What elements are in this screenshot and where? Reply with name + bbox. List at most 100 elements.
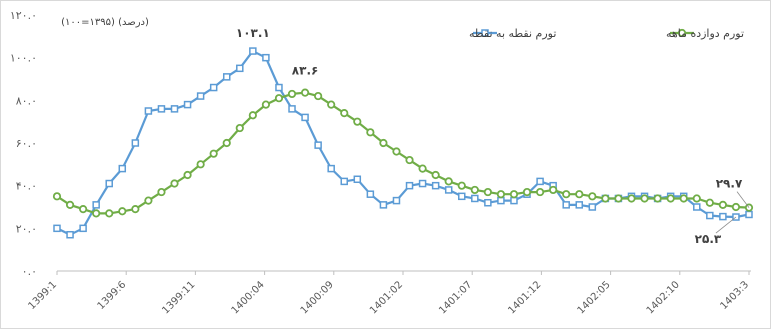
data-point (66, 230, 74, 239)
data-point (418, 179, 427, 188)
x-tick-label: 1402:05 (576, 279, 613, 316)
legend-label: تورم نقطه به نقطه (469, 27, 556, 40)
data-point (392, 147, 401, 156)
legend-item-1: تورم نقطه به نقطه (469, 27, 556, 40)
data-point (314, 91, 323, 101)
data-point (340, 177, 348, 186)
annotation-leader (715, 216, 737, 234)
data-point (575, 201, 584, 209)
data-point (118, 164, 127, 173)
data-point (196, 160, 205, 169)
data-point (79, 224, 87, 233)
data-point (366, 190, 375, 198)
data-point (300, 88, 310, 97)
x-tick-label: 1399:1 (26, 279, 59, 312)
data-point (392, 196, 401, 205)
data-point (340, 109, 349, 118)
data-point (261, 100, 271, 109)
data-point (653, 194, 662, 203)
data-point (79, 205, 88, 214)
data-point (562, 190, 571, 199)
data-point (510, 196, 518, 205)
legend-item-2: تورم دوازده ماهه (666, 27, 744, 40)
data-point (235, 123, 244, 133)
data-point (731, 202, 741, 212)
data-point (287, 89, 297, 99)
x-tick-label: 1402:10 (645, 279, 682, 316)
series-layer (52, 47, 754, 239)
data-point (288, 105, 296, 113)
data-point (353, 175, 362, 184)
data-point (249, 47, 257, 55)
series-1 (53, 47, 753, 239)
data-point (575, 190, 584, 199)
data-point (679, 194, 688, 203)
y-tick-label: ۲۰.۰ (16, 222, 37, 235)
annotation-leader (736, 191, 750, 208)
data-point (627, 194, 636, 203)
data-point (262, 53, 270, 62)
data-point (274, 94, 284, 103)
annotation-layer: ۱۰۳.۱ ۸۳.۶ ۲۹.۷ ۲۵.۳ (236, 26, 750, 246)
data-point (588, 203, 597, 211)
data-label: ۲۹.۷ (716, 177, 743, 191)
data-point (562, 201, 570, 209)
data-point (222, 138, 231, 148)
x-tick-label: 1401:07 (437, 279, 474, 316)
data-point (209, 83, 218, 92)
data-point (131, 139, 140, 147)
data-label: ۲۵.۳ (695, 232, 722, 246)
series-line (56, 49, 750, 236)
data-point (706, 211, 714, 220)
axes: ۰.۰ ۲۰.۰ ۴۰.۰ ۶۰.۰ ۸۰.۰ ۱۰۰.۰ ۱۲۰.۰ 1399:1 1399:… (10, 9, 751, 316)
data-point (327, 164, 335, 173)
data-point (458, 192, 466, 201)
legend-label: تورم دوازده ماهه (666, 27, 744, 40)
data-point (196, 92, 205, 100)
data-point (248, 111, 257, 120)
data-point (131, 205, 140, 214)
legend-marker (677, 28, 687, 38)
x-tick-label: 1401:12 (506, 279, 543, 316)
data-point (718, 200, 727, 209)
data-point (275, 83, 283, 92)
data-point (640, 194, 649, 203)
data-point (484, 198, 492, 207)
data-point (522, 187, 532, 197)
x-tick-label: 1399:11 (160, 279, 197, 316)
data-point (601, 194, 610, 203)
data-point (431, 170, 440, 180)
data-point (444, 186, 453, 194)
data-point (170, 105, 179, 113)
y-tick-label: ۱۲۰.۰ (10, 9, 37, 22)
data-label: ۸۳.۶ (292, 64, 319, 78)
data-point (170, 179, 179, 188)
data-point (379, 201, 388, 209)
data-point (118, 207, 127, 216)
data-point (496, 190, 506, 199)
legend-marker (481, 29, 489, 37)
data-point (157, 105, 166, 113)
data-point (745, 210, 753, 219)
data-point (53, 224, 61, 233)
data-point (366, 128, 375, 137)
legend: تورم نقطه به نقطه تورم دوازده ماهه (469, 27, 744, 40)
data-point (471, 194, 479, 203)
chart-header-note: (درصد) (۱۳۹۵=۱۰۰) (61, 17, 149, 28)
data-point (444, 177, 453, 186)
data-point (144, 196, 153, 205)
data-point (535, 187, 545, 197)
data-point (105, 179, 113, 188)
data-point (431, 181, 440, 190)
data-point (666, 194, 675, 203)
data-label: ۱۰۳.۱ (236, 26, 270, 40)
data-point (549, 185, 558, 195)
data-point (314, 141, 322, 149)
data-point (470, 185, 479, 195)
data-point (92, 201, 100, 209)
y-tick-label: ۶۰.۰ (16, 137, 37, 150)
data-point (509, 190, 519, 199)
x-tick-label: 1399:6 (96, 279, 129, 312)
x-tick-label: 1400:04 (230, 279, 267, 316)
